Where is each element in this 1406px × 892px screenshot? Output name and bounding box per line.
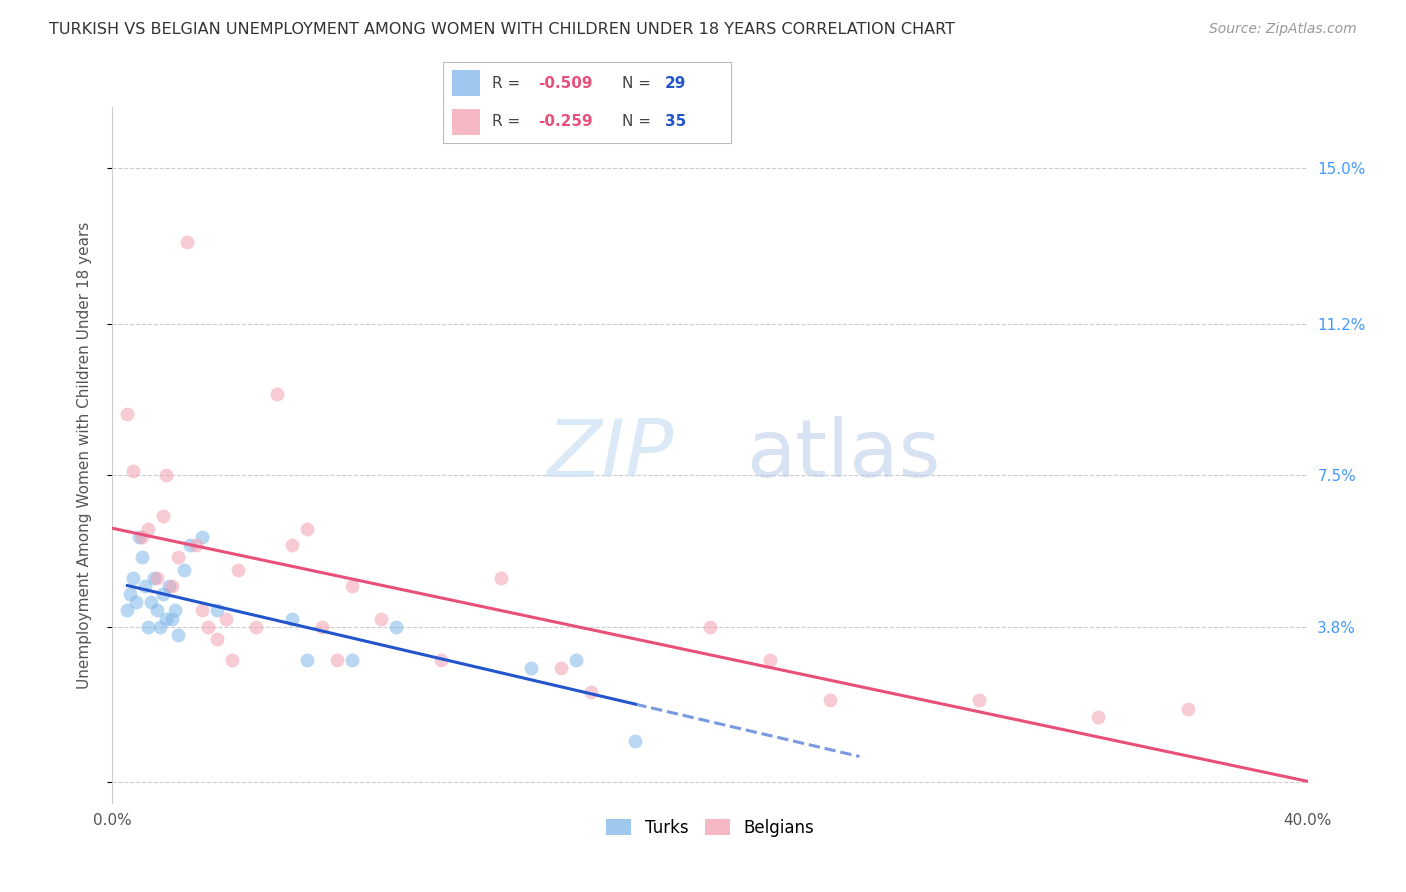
Point xyxy=(489,571,512,585)
Point xyxy=(550,661,572,675)
Text: N =: N = xyxy=(621,114,655,129)
Point xyxy=(165,603,187,617)
Point xyxy=(818,693,841,707)
Point xyxy=(281,538,304,552)
Point xyxy=(370,612,392,626)
Text: TURKISH VS BELGIAN UNEMPLOYMENT AMONG WOMEN WITH CHILDREN UNDER 18 YEARS CORRELA: TURKISH VS BELGIAN UNEMPLOYMENT AMONG WO… xyxy=(49,22,955,37)
Point xyxy=(281,612,304,626)
Point xyxy=(191,603,214,617)
Point xyxy=(117,603,139,617)
Point xyxy=(173,562,195,576)
Point xyxy=(176,235,198,249)
Point xyxy=(120,587,142,601)
Point xyxy=(117,407,139,421)
Text: ZIP: ZIP xyxy=(547,416,675,494)
Text: R =: R = xyxy=(492,114,524,129)
Point xyxy=(131,550,153,565)
Point xyxy=(146,571,169,585)
Point xyxy=(564,652,586,666)
Text: Source: ZipAtlas.com: Source: ZipAtlas.com xyxy=(1209,22,1357,37)
Point xyxy=(197,620,219,634)
Point xyxy=(340,652,363,666)
Text: -0.509: -0.509 xyxy=(538,76,592,91)
Point xyxy=(149,620,172,634)
Point xyxy=(245,620,267,634)
Point xyxy=(226,562,249,576)
Point xyxy=(340,579,363,593)
Point xyxy=(385,620,408,634)
Point xyxy=(152,509,174,524)
Point xyxy=(1087,710,1109,724)
Point xyxy=(122,464,145,478)
Point xyxy=(579,685,602,699)
Point xyxy=(122,571,145,585)
Text: atlas: atlas xyxy=(747,416,941,494)
Point xyxy=(266,386,288,401)
Point xyxy=(138,620,160,634)
Point xyxy=(325,652,347,666)
Point xyxy=(152,587,174,601)
Point xyxy=(430,652,453,666)
Y-axis label: Unemployment Among Women with Children Under 18 years: Unemployment Among Women with Children U… xyxy=(77,221,91,689)
Text: 35: 35 xyxy=(665,114,686,129)
Point xyxy=(215,612,238,626)
Point xyxy=(167,628,190,642)
Point xyxy=(128,530,150,544)
Text: N =: N = xyxy=(621,76,655,91)
Bar xyxy=(451,70,481,96)
Point xyxy=(520,661,543,675)
Point xyxy=(1177,701,1199,715)
Point xyxy=(155,612,177,626)
Point xyxy=(155,468,177,483)
Point xyxy=(167,550,190,565)
Legend: Turks, Belgians: Turks, Belgians xyxy=(599,812,821,843)
Point xyxy=(162,612,183,626)
Point xyxy=(191,530,214,544)
Point xyxy=(143,571,166,585)
Point xyxy=(138,522,160,536)
Text: R =: R = xyxy=(492,76,524,91)
Point xyxy=(759,652,782,666)
Point xyxy=(295,522,318,536)
Point xyxy=(205,632,228,646)
Point xyxy=(295,652,318,666)
Point xyxy=(157,579,180,593)
Point xyxy=(967,693,990,707)
Point xyxy=(146,603,169,617)
Point xyxy=(699,620,721,634)
Point xyxy=(162,579,183,593)
Point xyxy=(131,530,153,544)
Bar xyxy=(451,109,481,135)
Point xyxy=(186,538,208,552)
Text: -0.259: -0.259 xyxy=(538,114,593,129)
Point xyxy=(179,538,201,552)
Point xyxy=(311,620,333,634)
Point xyxy=(125,595,148,609)
Text: 29: 29 xyxy=(665,76,686,91)
Point xyxy=(134,579,156,593)
Point xyxy=(205,603,228,617)
Point xyxy=(221,652,243,666)
Point xyxy=(141,595,163,609)
Point xyxy=(624,734,647,748)
